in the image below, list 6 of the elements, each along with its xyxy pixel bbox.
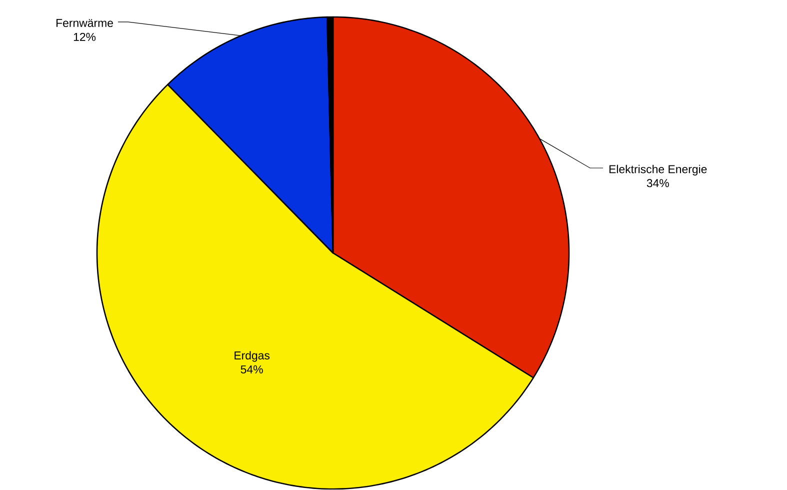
slice-label: Erdgas	[234, 351, 270, 362]
slice-label: Fernwärme	[56, 19, 113, 28]
data-label: 12%	[74, 33, 96, 42]
data-label: 54%	[240, 366, 263, 374]
data-label: 34%	[646, 179, 669, 188]
slice-label: Elektrische Energie	[609, 164, 707, 176]
